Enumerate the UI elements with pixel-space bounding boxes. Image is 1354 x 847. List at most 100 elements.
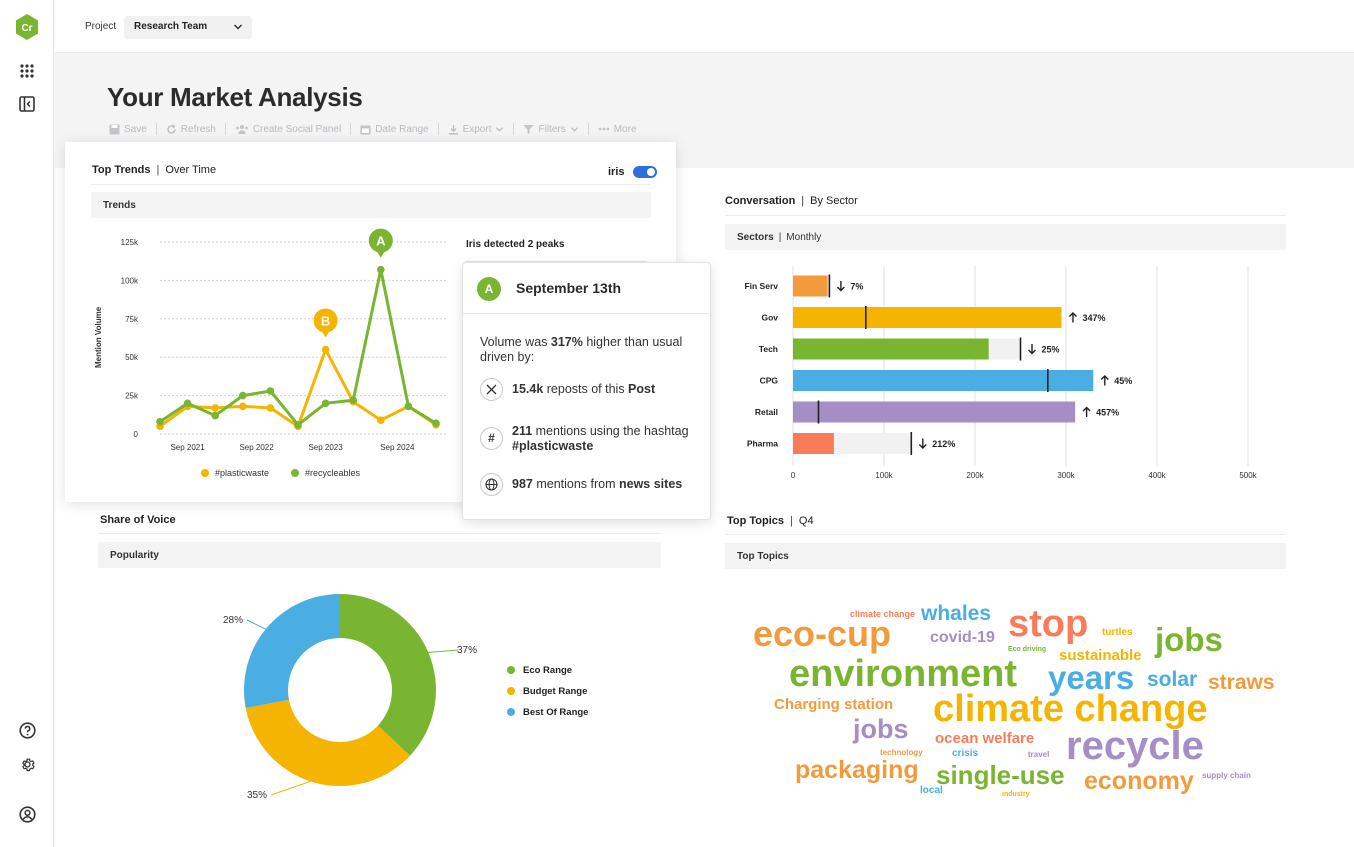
summary-text: Volume was <box>480 335 551 349</box>
filters-label: Filters <box>538 123 566 135</box>
download-icon <box>448 124 458 134</box>
top-trends-header: Top Trends | Over Time <box>92 164 217 176</box>
legend-label: Eco Range <box>523 665 572 676</box>
data-point <box>321 345 330 354</box>
category-label: Tech <box>759 344 778 354</box>
export-label: Export <box>462 123 492 135</box>
people-icon <box>235 124 248 134</box>
change-label: 25% <box>1042 345 1060 355</box>
data-point <box>377 265 385 274</box>
x-tick-label: Sep 2024 <box>380 443 415 452</box>
arrow-up-icon <box>1100 375 1109 386</box>
help-icon[interactable] <box>17 720 37 740</box>
top-trends-title: Top Trends <box>92 164 151 176</box>
project-select[interactable]: Research Team <box>124 16 252 39</box>
change-label: 45% <box>1114 376 1132 386</box>
reposts-count: 15.4k <box>512 382 544 396</box>
top-trends-subtitle: Over Time <box>165 164 217 176</box>
more-button[interactable]: More <box>598 124 637 135</box>
refresh-label: Refresh <box>180 123 216 135</box>
peak-marker-b <box>313 308 338 333</box>
change-label: 457% <box>1096 408 1119 418</box>
x-tick-label: 300k <box>1057 471 1075 480</box>
conversation-header: Conversation | By Sector <box>725 195 858 207</box>
toolbar-divider <box>437 123 439 135</box>
hashtag-desc: mentions using the hashtag <box>532 424 689 438</box>
category-label: Retail <box>755 407 778 417</box>
user-profile-icon[interactable] <box>17 804 37 824</box>
peak-marker-label: A <box>376 234 386 249</box>
legend-dot <box>507 666 515 674</box>
trends-legend: #plasticwaste #recycleables <box>201 468 360 478</box>
toolbar-divider <box>224 123 226 135</box>
save-icon <box>109 124 120 134</box>
create-social-panel-label: Create Social Panel <box>252 123 342 135</box>
sectors-subbar: Sectors | Monthly <box>725 224 1286 250</box>
export-button[interactable]: Export <box>448 124 505 135</box>
popover-row-hashtag: # 211 mentions using the hashtag #plasti… <box>480 424 705 454</box>
x-tick-label: Sep 2023 <box>308 443 343 452</box>
data-point <box>432 419 440 428</box>
y-axis-label: Mention Volume <box>94 306 103 368</box>
share-of-voice-donut-chart: 37% 35% 28% Eco Range Budget Range Best Of Ra… <box>223 594 588 801</box>
data-point <box>183 399 192 408</box>
y-tick-label: 75k <box>125 315 139 324</box>
hashtag-icon: # <box>480 427 503 450</box>
data-point <box>239 391 247 400</box>
chevron-down-icon <box>496 126 504 132</box>
settings-gear-icon[interactable] <box>17 754 37 774</box>
y-tick-label: 0 <box>134 430 139 439</box>
series-line <box>159 348 437 428</box>
iris-toggle-group: iris <box>608 166 657 178</box>
share-of-voice-title: Share of Voice <box>100 514 176 526</box>
arrow-down-icon <box>918 438 927 449</box>
hashtag-link[interactable]: #plasticwaste <box>512 439 594 453</box>
slice-value-label: 37% <box>457 645 477 656</box>
brand-logo[interactable]: Cr <box>15 14 39 40</box>
y-tick-label: 25k <box>125 392 139 401</box>
top-topics-subtitle: Q4 <box>798 515 814 527</box>
date-range-button[interactable]: Date Range <box>360 124 429 135</box>
filters-button[interactable]: Filters <box>523 124 578 135</box>
news-desc: mentions from <box>532 477 619 491</box>
data-point <box>321 399 330 408</box>
peak-badge: A <box>477 277 501 301</box>
news-text: 987 mentions from news sites <box>512 477 682 492</box>
hashtag-text: 211 mentions using the hashtag #plasticw… <box>512 424 705 454</box>
collapse-sidebar-icon[interactable] <box>17 94 37 114</box>
top-topics-title: Top Topics <box>727 515 785 527</box>
x-tick-label: 500k <box>1239 471 1257 480</box>
conversation-subtitle: By Sector <box>810 195 858 207</box>
create-social-panel-button[interactable]: Create Social Panel <box>235 124 341 135</box>
save-button[interactable]: Save <box>109 124 147 135</box>
refresh-button[interactable]: Refresh <box>166 124 216 135</box>
trends-subbar-label: Trends <box>103 200 136 211</box>
period-label: Monthly <box>786 232 822 243</box>
iris-toggle[interactable] <box>632 166 657 178</box>
sectors-label: Sectors <box>737 232 774 243</box>
data-point <box>211 411 219 420</box>
arrow-up-icon <box>1068 312 1077 323</box>
data-point <box>377 416 385 424</box>
y-tick-label: 100k <box>121 276 139 285</box>
slice-value-label: 35% <box>247 790 267 801</box>
y-tick-label: 125k <box>121 238 139 247</box>
save-label: Save <box>124 123 147 135</box>
news-link[interactable]: news sites <box>619 477 683 491</box>
legend-item-recycleables: #recycleables <box>305 468 361 478</box>
sector-bar-chart: 0 100k 200k 300k 400k 500k Fin Serv 7% Gov 347% Te… <box>744 266 1258 480</box>
page-title: Your Market Analysis <box>107 82 363 112</box>
peaks-note: Iris detected 2 peaks <box>466 239 565 250</box>
reposts-text: 15.4k reposts of this Post <box>512 382 655 397</box>
toolbar: Save Refresh Create Social Panel Date Ra… <box>109 122 637 136</box>
x-tick-label: 100k <box>875 471 893 480</box>
data-point <box>211 404 219 412</box>
top-bar: Project Research Team <box>55 0 1354 53</box>
series-line <box>159 268 437 427</box>
arrow-down-icon <box>1028 344 1036 355</box>
divider <box>725 215 1286 216</box>
reposts-link[interactable]: Post <box>628 382 656 396</box>
apps-grid-icon[interactable] <box>17 61 37 81</box>
x-tick-label: Sep 2022 <box>239 443 274 452</box>
popover-summary: Volume was 317% higher than usual driven… <box>480 335 695 365</box>
